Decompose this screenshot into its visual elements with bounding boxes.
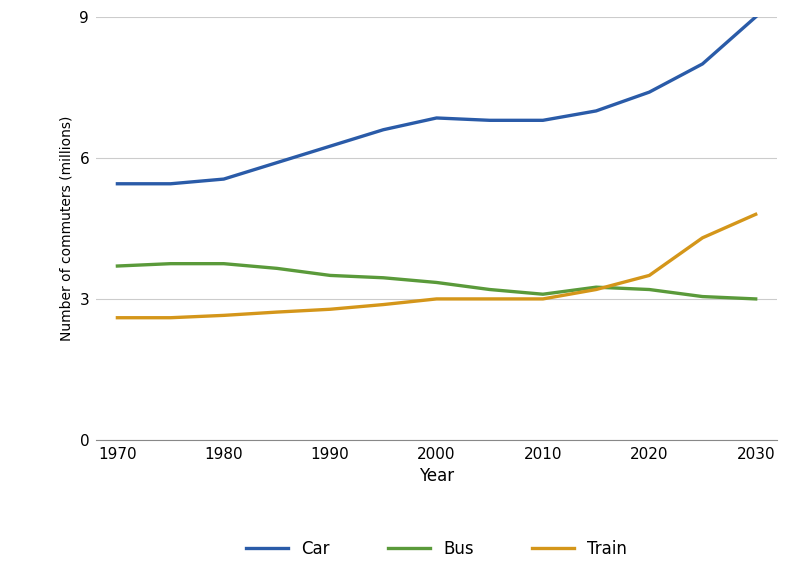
Train (379, 301, 388, 308)
Bus (113, 263, 123, 270)
Car (166, 180, 175, 187)
Car (538, 117, 548, 124)
Train (751, 211, 760, 218)
Car (591, 108, 601, 114)
Y-axis label: Number of commuters (millions): Number of commuters (millions) (60, 116, 74, 341)
X-axis label: Year: Year (419, 468, 454, 486)
Line: Bus: Bus (118, 263, 755, 299)
Bus (272, 265, 282, 272)
Car (325, 143, 335, 149)
Bus (645, 286, 654, 293)
Car (432, 114, 441, 121)
Car (485, 117, 494, 124)
Train (219, 312, 228, 319)
Legend: Car, Bus, Train: Car, Bus, Train (239, 533, 634, 564)
Train (485, 296, 494, 302)
Train (325, 306, 335, 312)
Train (272, 309, 282, 315)
Train (432, 296, 441, 302)
Bus (698, 293, 707, 300)
Train (113, 314, 123, 321)
Bus (325, 272, 335, 279)
Car (219, 176, 228, 183)
Car (645, 89, 654, 95)
Car (379, 126, 388, 133)
Car (113, 180, 123, 187)
Car (272, 159, 282, 166)
Line: Train: Train (118, 214, 755, 318)
Car (751, 14, 760, 20)
Bus (538, 291, 548, 298)
Line: Car: Car (118, 17, 755, 184)
Bus (166, 260, 175, 267)
Bus (219, 260, 228, 267)
Car (698, 60, 707, 67)
Train (645, 272, 654, 279)
Train (538, 296, 548, 302)
Train (698, 235, 707, 241)
Bus (485, 286, 494, 293)
Bus (591, 284, 601, 290)
Train (591, 286, 601, 293)
Train (166, 314, 175, 321)
Bus (432, 279, 441, 286)
Bus (751, 296, 760, 302)
Bus (379, 274, 388, 281)
